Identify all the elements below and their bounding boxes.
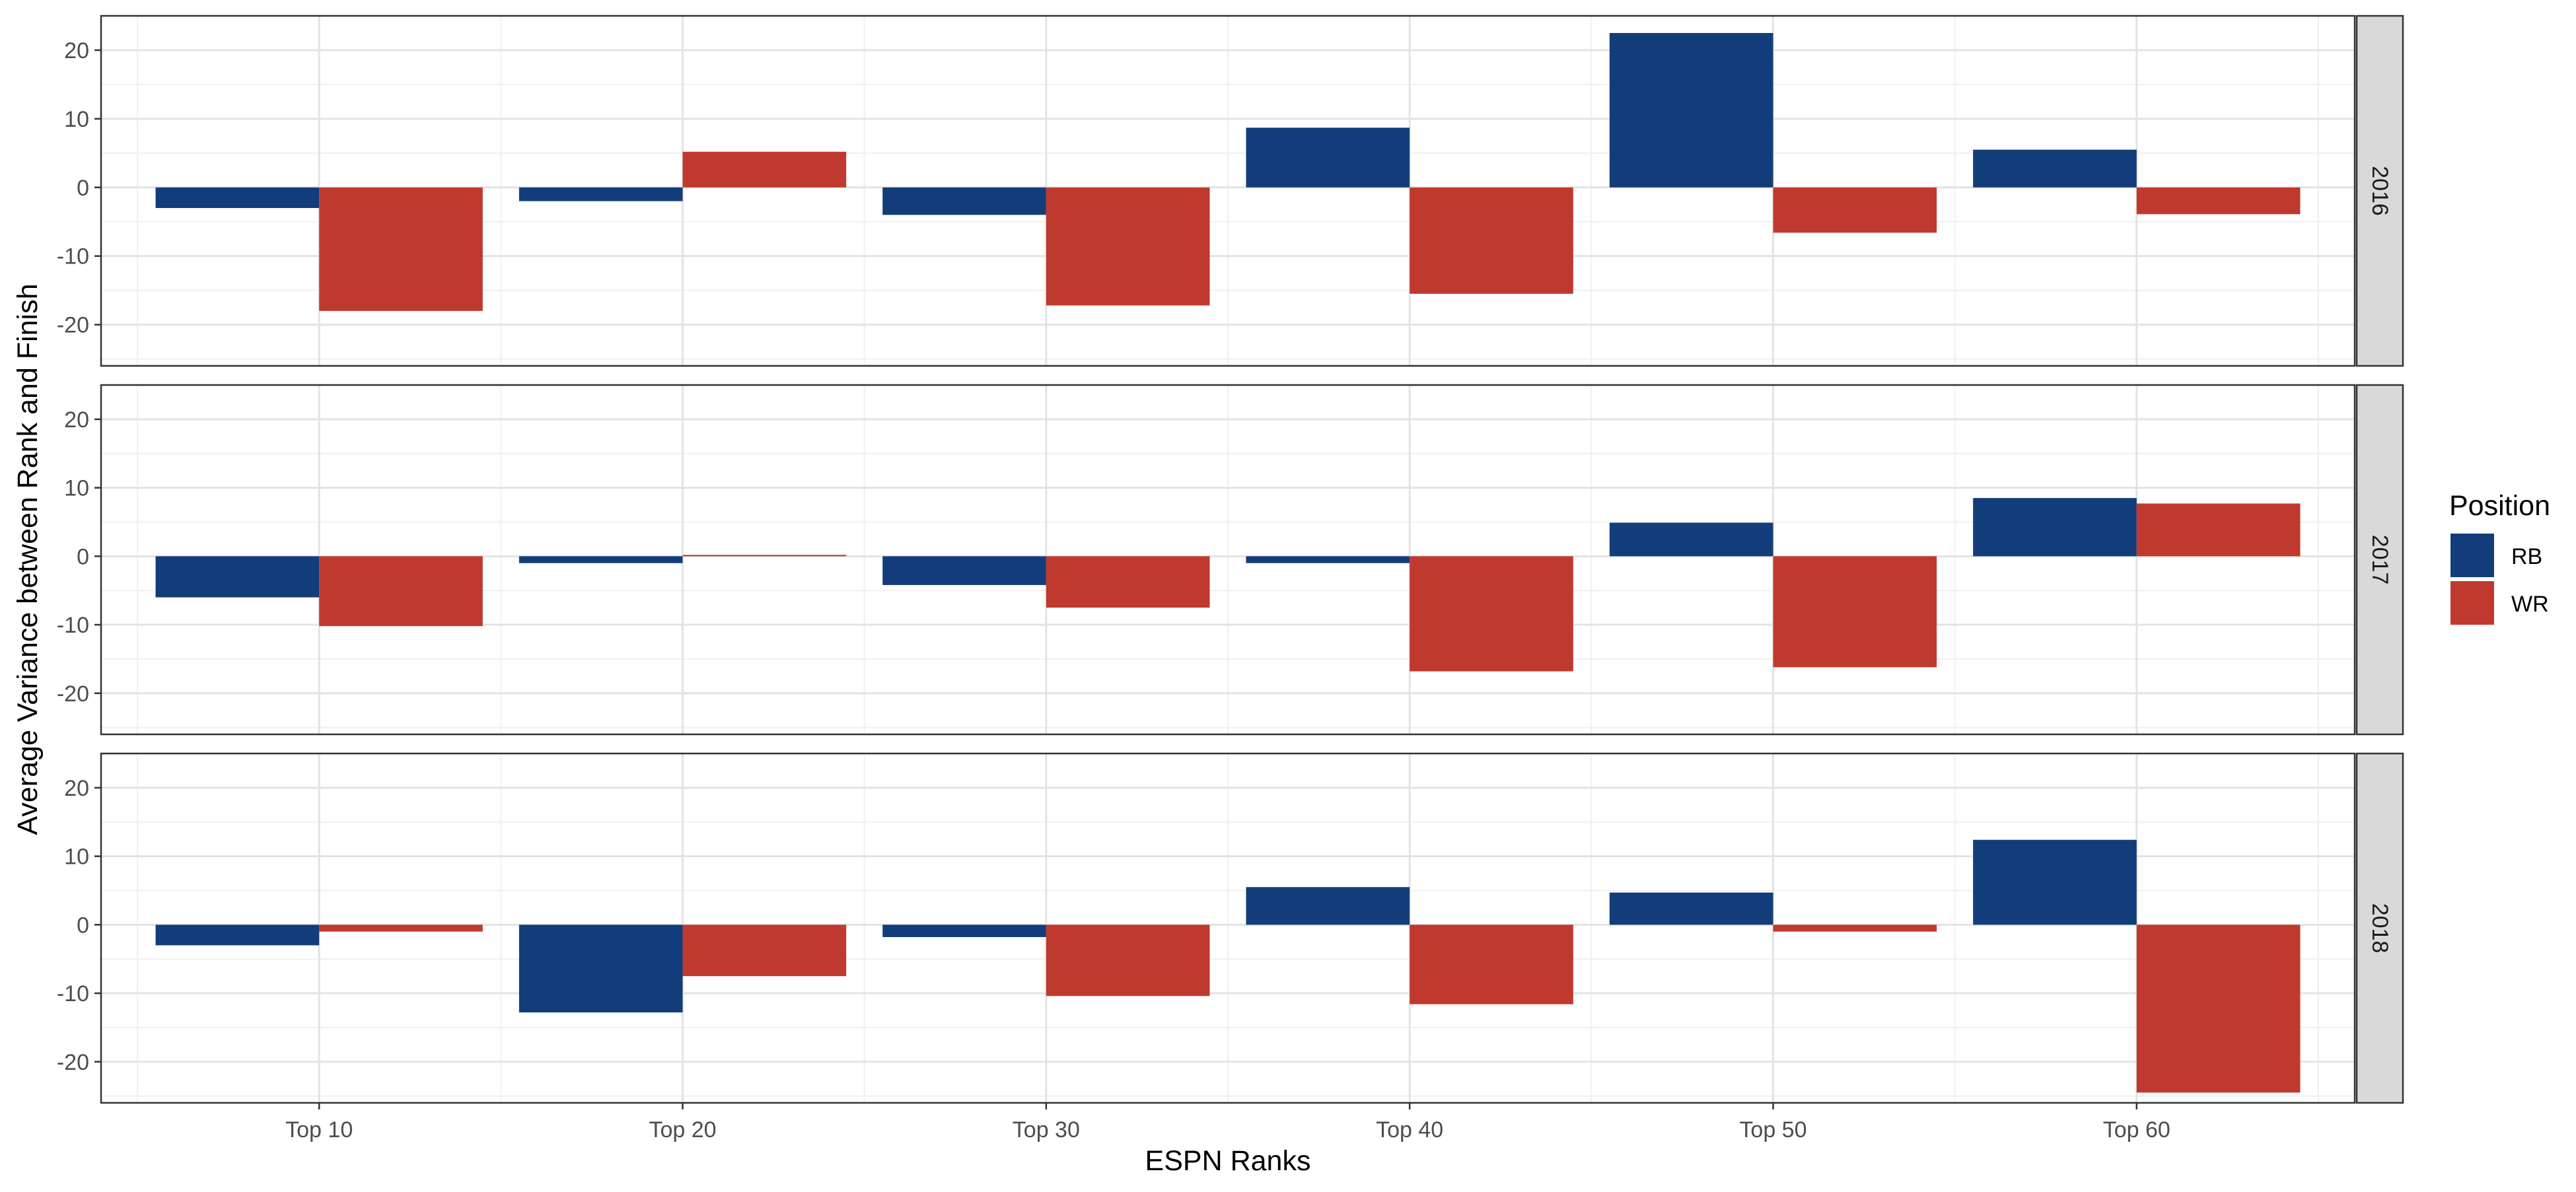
- y-tick-label: -20: [57, 313, 89, 338]
- bar-2016-rb-top-10: [155, 187, 320, 208]
- bar-2017-rb-top-30: [882, 556, 1046, 585]
- y-tick-label: 10: [64, 845, 89, 870]
- facet-panel-2017: -20 -10 0 10 20 2017: [57, 384, 2404, 736]
- bar-2018-rb-top-20: [519, 925, 683, 1013]
- y-tick-label: 10: [64, 476, 89, 501]
- facet-strip: [2355, 384, 2404, 736]
- bar-2018-wr-top-50: [1773, 925, 1937, 932]
- bar-2017-rb-top-50: [1609, 522, 1773, 557]
- facet-strip-label: 2017: [2367, 535, 2392, 585]
- bar-2017-rb-top-40: [1246, 556, 1410, 563]
- x-tick-label: Top 10: [285, 1117, 353, 1142]
- y-tick-label: -20: [57, 682, 89, 707]
- facet-panel-2016: -20 -10 0 10 20 2016: [57, 15, 2404, 367]
- bar-2017-rb-top-60: [1973, 498, 2137, 557]
- bar-2018-wr-top-60: [2136, 925, 2301, 1093]
- bar-2018-wr-top-10: [319, 925, 483, 932]
- bar-2016-rb-top-50: [1609, 32, 1773, 188]
- bar-2016-rb-top-20: [519, 187, 683, 201]
- y-tick-label: 20: [64, 776, 89, 801]
- bar-2016-rb-top-60: [1973, 149, 2137, 188]
- facet-strip-label: 2018: [2367, 903, 2392, 954]
- x-axis-title: ESPN Ranks: [1145, 1145, 1311, 1177]
- y-axis-title: Average Variance between Rank and Finish: [12, 283, 44, 835]
- y-tick-label: 20: [64, 407, 89, 433]
- bar-2018-rb-top-10: [155, 925, 320, 946]
- y-tick-label: 0: [77, 913, 89, 938]
- bar-2018-rb-top-50: [1609, 892, 1773, 925]
- bar-2018-wr-top-40: [1410, 925, 1573, 1004]
- bar-2017-wr-top-30: [1046, 556, 1210, 608]
- legend-key-rb: [2451, 534, 2494, 577]
- bar-2018-rb-top-30: [882, 925, 1046, 937]
- bar-2017-wr-top-40: [1410, 556, 1573, 672]
- facet-strip-label: 2016: [2367, 166, 2392, 216]
- panel-border: [100, 752, 2356, 1104]
- bar-2016-wr-top-60: [2136, 187, 2301, 215]
- bar-2017-rb-top-20: [519, 556, 683, 563]
- x-tick-label: Top 30: [1013, 1117, 1080, 1142]
- y-tick-label: 0: [77, 176, 89, 201]
- bar-2016-wr-top-20: [682, 151, 847, 188]
- bar-2016-wr-top-40: [1410, 187, 1573, 294]
- bar-2018-wr-top-30: [1046, 925, 1210, 997]
- bar-2018-rb-top-60: [1973, 839, 2137, 925]
- y-tick-label: 0: [77, 544, 89, 569]
- bar-2017-wr-top-20: [682, 555, 847, 557]
- bar-2016-rb-top-30: [882, 187, 1046, 215]
- y-tick-label: -10: [57, 244, 89, 269]
- x-tick-label: Top 40: [1376, 1117, 1443, 1142]
- facet-strip: [2355, 15, 2404, 367]
- y-tick-label: 10: [64, 107, 89, 132]
- y-tick-label: -20: [57, 1050, 89, 1075]
- legend-key-wr: [2451, 581, 2494, 625]
- bar-2017-rb-top-10: [155, 556, 320, 598]
- legend-label-wr: WR: [2511, 592, 2549, 617]
- legend-label-rb: RB: [2511, 544, 2542, 569]
- legend: Position RB WR: [2449, 490, 2550, 625]
- x-tick-label: Top 20: [649, 1117, 716, 1142]
- bar-2016-wr-top-30: [1046, 187, 1210, 306]
- bar-2016-rb-top-40: [1246, 127, 1410, 188]
- bar-2016-wr-top-50: [1773, 187, 1937, 233]
- bar-2018-wr-top-20: [682, 925, 847, 977]
- bar-2018-rb-top-40: [1246, 887, 1410, 925]
- x-tick-label: Top 50: [1739, 1117, 1807, 1142]
- bar-2017-wr-top-10: [319, 556, 483, 627]
- panel-border: [100, 384, 2356, 736]
- y-tick-label: -10: [57, 981, 89, 1006]
- bar-2017-wr-top-50: [1773, 556, 1937, 668]
- y-tick-label: 20: [64, 38, 89, 63]
- facet-panel-2018: -20 -10 0 10 20 2018: [57, 752, 2404, 1104]
- facet-strip: [2355, 752, 2404, 1104]
- bar-2016-wr-top-10: [319, 187, 483, 311]
- y-tick-label: -10: [57, 613, 89, 638]
- legend-title: Position: [2449, 490, 2550, 522]
- bar-2017-wr-top-60: [2136, 503, 2301, 557]
- panel-border: [100, 15, 2356, 367]
- x-tick-label: Top 60: [2103, 1117, 2170, 1142]
